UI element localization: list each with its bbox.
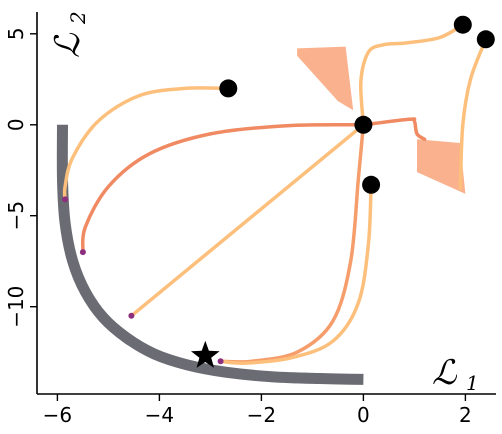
x-axis-title: ℒ	[432, 353, 458, 393]
marker-layer	[62, 15, 495, 368]
trajectory-line-7	[458, 37, 488, 191]
noise-region-0	[297, 46, 354, 111]
axes-layer	[36, 12, 496, 395]
series-layer	[62, 22, 488, 365]
tick-layer: −6 −4 −2 0 2 −10 −5 0 5	[4, 27, 472, 427]
noise-layer	[297, 46, 466, 194]
x-tick-label: −4	[145, 403, 174, 427]
start-point-4	[476, 30, 495, 49]
trajectory-line-6	[358, 22, 465, 127]
end-point-3	[217, 358, 224, 365]
optimum-star-marker	[191, 340, 220, 368]
x-tick-label: −2	[247, 403, 276, 427]
trajectory-line-1	[80, 122, 366, 254]
trajectory-line-2	[129, 123, 366, 318]
end-point-0	[62, 196, 69, 203]
trajectory-line-3	[218, 123, 366, 364]
start-point-0	[219, 79, 238, 98]
start-point-2	[362, 175, 381, 194]
start-point-1	[354, 115, 373, 134]
trajectory-line-5	[361, 117, 427, 142]
noise-region-1	[417, 139, 466, 194]
front-layer	[56, 124, 364, 385]
pareto-front-curve	[56, 124, 364, 385]
y-tick-label: 0	[4, 118, 28, 131]
x-tick-label: 0	[357, 403, 370, 427]
start-point-3	[453, 15, 472, 34]
end-point-1	[79, 249, 86, 256]
x-tick-label: 2	[459, 403, 472, 427]
x-tick-label: −6	[43, 403, 72, 427]
x-axis-title-subscript: 1	[466, 371, 479, 395]
y-axis-title: ℒ	[48, 32, 88, 58]
y-tick-label: −10	[4, 286, 28, 328]
trajectory-line-4	[218, 183, 373, 365]
y-tick-label: −5	[4, 201, 28, 230]
end-point-2	[128, 312, 135, 319]
y-axis-title-subscript: 2	[66, 11, 90, 25]
trajectory-line-0	[62, 86, 231, 202]
y-tick-label: 5	[4, 27, 28, 40]
